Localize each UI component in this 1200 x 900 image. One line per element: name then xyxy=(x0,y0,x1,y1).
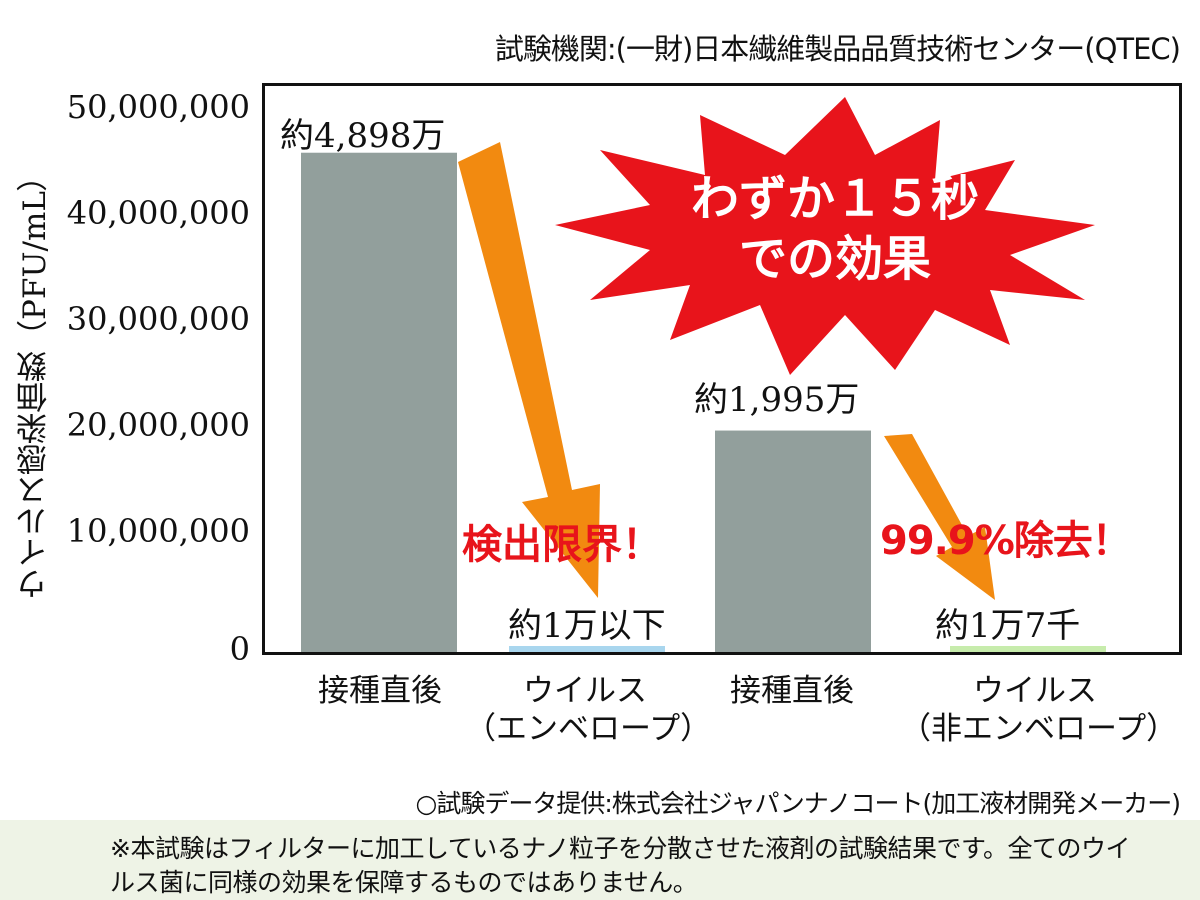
right-down-arrow xyxy=(884,434,995,600)
disclaimer-box xyxy=(0,820,1200,900)
detection-limit-note: 検出限界！ xyxy=(462,522,662,568)
data-source-caption: ○試験データ提供:株式会社ジャパンナノコート(加工液材開発メーカー) xyxy=(415,789,1182,818)
x-category-2: ウイルス （エンベロープ） xyxy=(465,673,712,747)
data-label-bar-4: 約1万7千 xyxy=(935,606,1081,646)
y-tick-label-5: 50,000,000 xyxy=(66,88,250,126)
y-tick-label-1: 10,000,000 xyxy=(66,512,250,550)
y-tick-label-2: 20,000,000 xyxy=(66,406,250,444)
x-category-4: ウイルス （非エンベロープ） xyxy=(900,673,1178,747)
x-category-1: 接種直後 xyxy=(318,673,442,709)
bar-2 xyxy=(509,646,665,652)
x-category-3: 接種直後 xyxy=(730,673,854,709)
bar-4 xyxy=(950,646,1106,652)
disclaimer-text: ※本試験はフィルターに加工しているナノ粒子を分散させた液剤の試験結果です。全ての… xyxy=(110,834,1130,897)
test-institution-caption: 試験機関:(一財)日本繊維製品品質技術センター(QTEC) xyxy=(494,32,1181,66)
left-down-arrow xyxy=(458,142,600,598)
bar-3 xyxy=(715,430,871,652)
y-tick-label-3: 30,000,000 xyxy=(66,300,250,338)
removal-rate-note: 99.9%除去！ xyxy=(880,518,1132,564)
burst-line-1: わずか１５秒 xyxy=(690,171,979,227)
starburst-shape xyxy=(555,97,1095,375)
data-label-bar-2: 約1万以下 xyxy=(508,606,666,646)
data-label-bar-1: 約4,898万 xyxy=(280,116,446,156)
y-tick-label-0: 0 xyxy=(229,630,250,668)
data-label-bar-3: 約1,995万 xyxy=(694,380,860,420)
y-tick-label-4: 40,000,000 xyxy=(66,194,250,232)
bar-1 xyxy=(301,152,457,653)
burst-line-2: での効果 xyxy=(738,231,931,287)
